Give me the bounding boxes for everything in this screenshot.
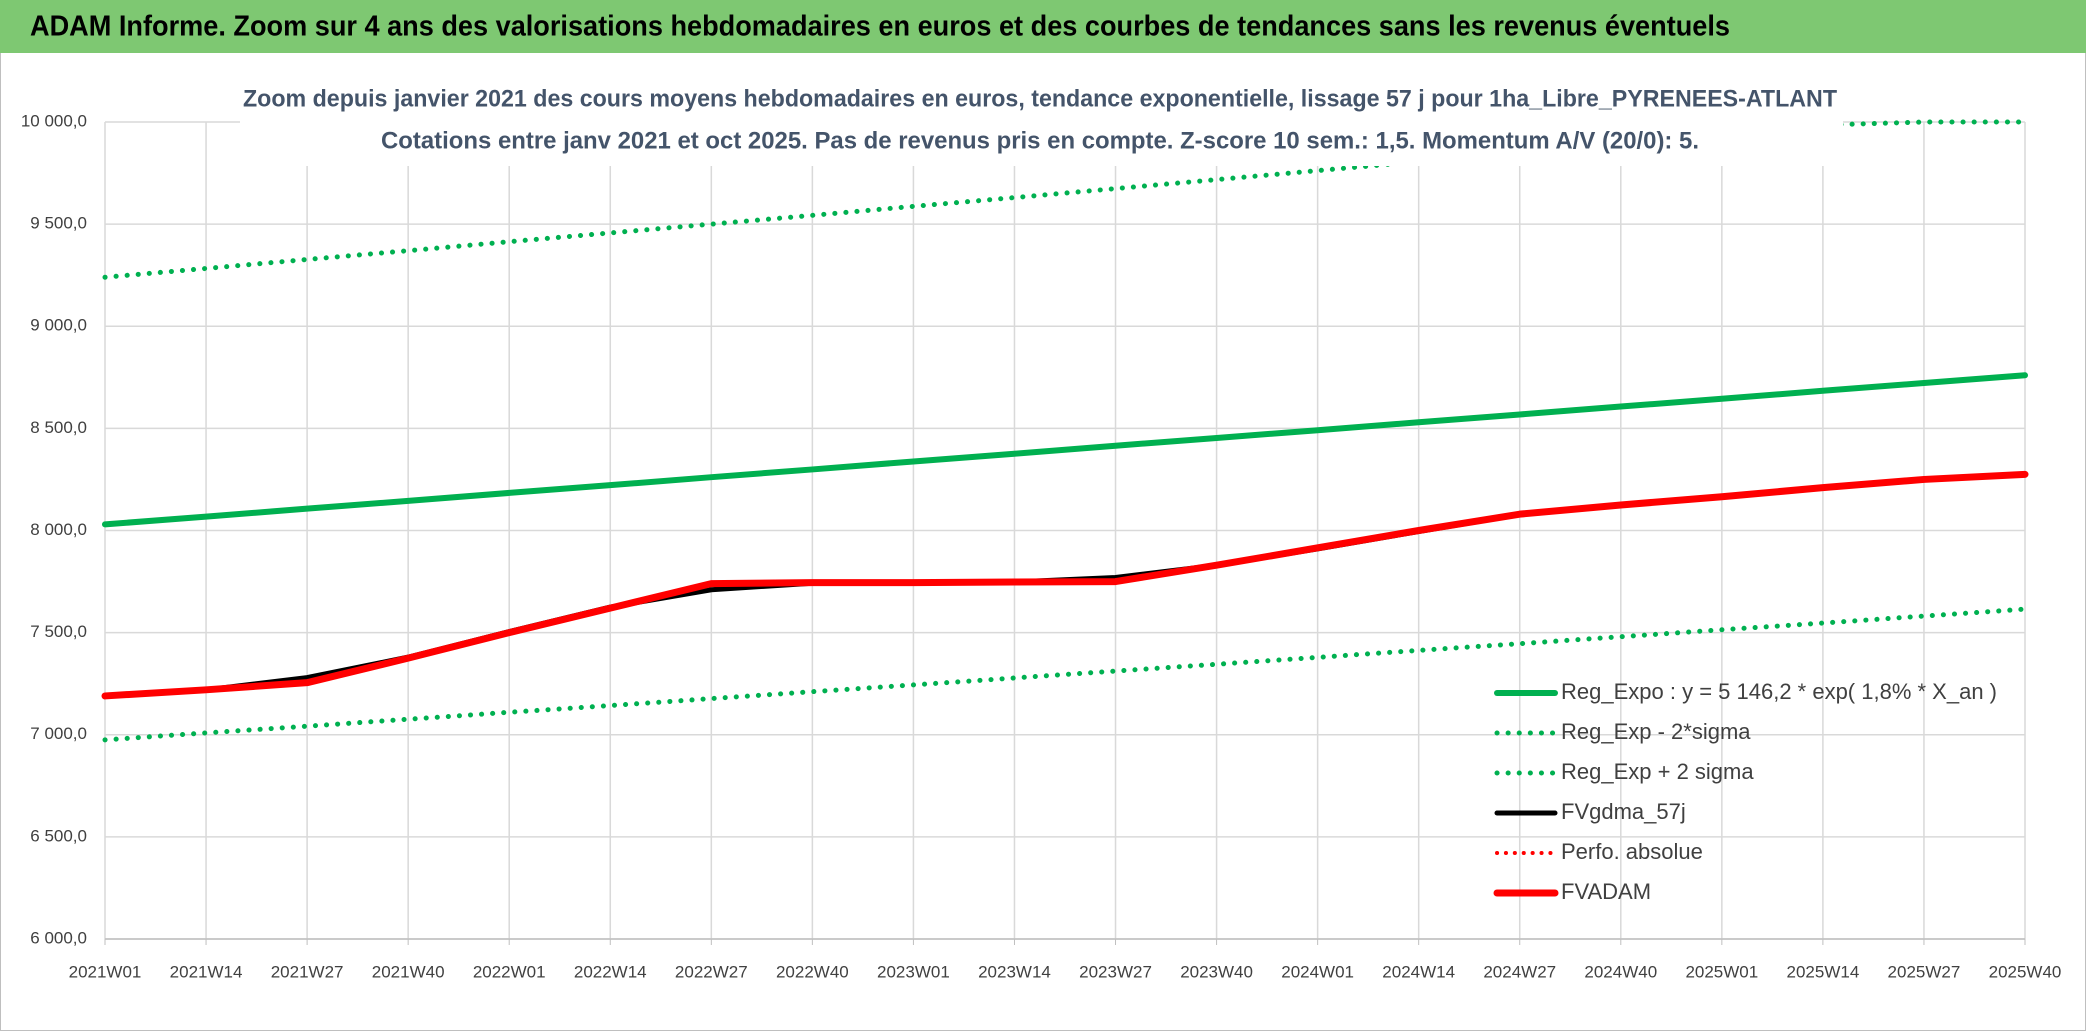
- y-tick-label: 7 000,0: [30, 724, 87, 743]
- x-tick-label: 2024W40: [1584, 962, 1657, 981]
- legend-label: Perfo. absolue: [1561, 839, 1703, 864]
- series-line: [101, 470, 2029, 700]
- y-tick-label: 6 500,0: [30, 826, 87, 845]
- plot: [101, 119, 2029, 743]
- x-tick-label: 2021W40: [372, 962, 445, 981]
- x-tick-label: 2023W14: [978, 962, 1051, 981]
- y-tick-label: 9 000,0: [30, 316, 87, 335]
- legend-label: Reg_Exp - 2*sigma: [1561, 719, 1751, 744]
- x-tick-label: 2021W14: [170, 962, 243, 981]
- x-tick-label: 2024W27: [1483, 962, 1556, 981]
- x-tick-label: 2022W40: [776, 962, 849, 981]
- x-tick-label: 2022W14: [574, 962, 647, 981]
- x-tick-label: 2023W27: [1079, 962, 1152, 981]
- header-bar: [0, 0, 2086, 53]
- x-tick-label: 2024W01: [1281, 962, 1354, 981]
- series-line: [102, 606, 2028, 743]
- legend-label: Reg_Exp + 2 sigma: [1561, 759, 1754, 784]
- x-tick-label: 2024W14: [1382, 962, 1455, 981]
- x-tick-label: 2021W01: [69, 962, 142, 981]
- x-tick-label: 2025W01: [1685, 962, 1758, 981]
- series-line: [102, 119, 2028, 280]
- header-title: ADAM Informe. Zoom sur 4 ans des valoris…: [30, 11, 1730, 43]
- x-tick-label: 2023W40: [1180, 962, 1253, 981]
- x-tick-label: 2021W27: [271, 962, 344, 981]
- legend: Reg_Expo : y = 5 146,2 * exp( 1,8% * X_a…: [1493, 679, 1997, 904]
- x-tick-label: 2025W40: [1989, 962, 2062, 981]
- legend-label: Reg_Expo : y = 5 146,2 * exp( 1,8% * X_a…: [1561, 679, 1997, 704]
- legend-label: FVgdma_57j: [1561, 799, 1686, 824]
- x-tick-label: 2022W27: [675, 962, 748, 981]
- y-tick-label: 9 500,0: [30, 214, 87, 233]
- y-tick-label: 7 500,0: [30, 622, 87, 641]
- x-tick-label: 2025W14: [1787, 962, 1860, 981]
- y-tick-label: 10 000,0: [21, 111, 87, 130]
- title-box: [240, 80, 1843, 166]
- y-tick-label: 6 000,0: [30, 928, 87, 947]
- chart-title: Zoom depuis janvier 2021 des cours moyen…: [243, 85, 1837, 112]
- chart-subtitle: Cotations entre janv 2021 et oct 2025. P…: [381, 127, 1699, 154]
- y-tick-label: 8 500,0: [30, 418, 87, 437]
- x-tick-label: 2025W27: [1888, 962, 1961, 981]
- y-tick-label: 8 000,0: [30, 520, 87, 539]
- legend-label: FVADAM: [1561, 879, 1651, 904]
- x-tick-label: 2023W01: [877, 962, 950, 981]
- series-line: [102, 372, 2028, 528]
- x-tick-label: 2022W01: [473, 962, 546, 981]
